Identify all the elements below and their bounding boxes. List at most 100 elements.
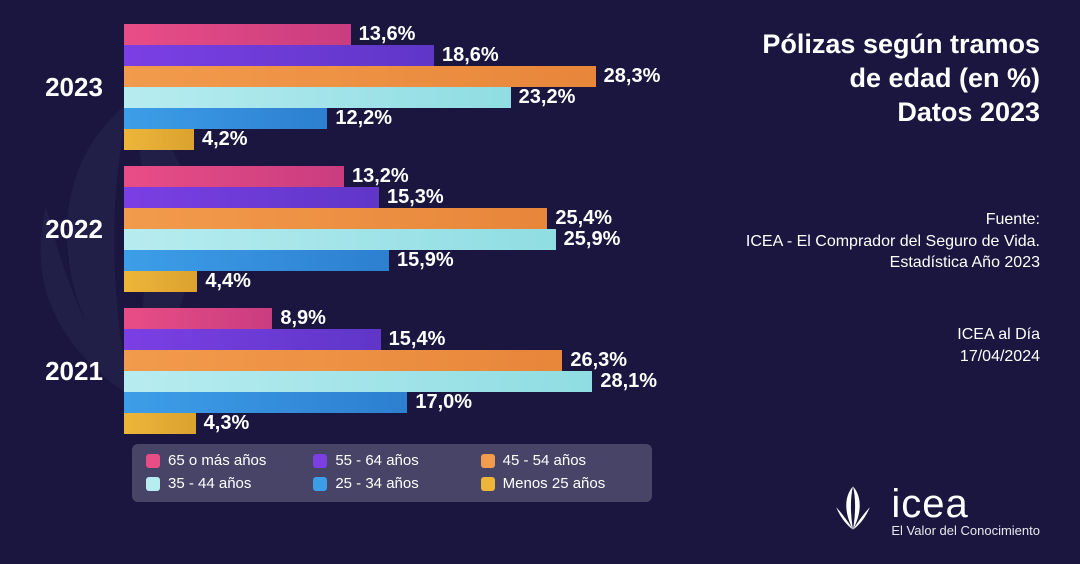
bar [124, 87, 511, 108]
logo-tagline: El Valor del Conocimiento [891, 524, 1040, 537]
title-line-2: de edad (en %) [762, 62, 1040, 96]
value-label: 26,3% [570, 349, 627, 372]
legend-label: 55 - 64 años [335, 452, 418, 469]
bar-row: 17,0% [124, 392, 680, 413]
value-label: 25,4% [555, 207, 612, 230]
bar [124, 413, 196, 434]
publication-block: ICEA al Día 17/04/2024 [957, 324, 1040, 367]
bar-row: 28,3% [124, 66, 680, 87]
value-label: 13,2% [352, 165, 409, 188]
bar [124, 66, 596, 87]
source-line-1: Fuente: [746, 209, 1040, 231]
year-label: 2023 [32, 72, 124, 103]
bar [124, 308, 272, 329]
bar-row: 12,2% [124, 108, 680, 129]
legend-item: 65 o más años [146, 452, 303, 469]
bar [124, 250, 389, 271]
brand-logo: icea El Valor del Conocimiento [825, 482, 1040, 538]
source-line-3: Estadística Año 2023 [746, 252, 1040, 274]
bar-stack: 13,2%15,3% 25,4%25,9% 15,9% 4,4% [124, 166, 680, 292]
legend-item: 45 - 54 años [481, 452, 638, 469]
legend-item: 25 - 34 años [313, 475, 470, 492]
value-label: 4,3% [204, 412, 250, 435]
bar [124, 166, 344, 187]
value-label: 25,9% [564, 228, 621, 251]
title-line-3: Datos 2023 [762, 96, 1040, 130]
leaf-icon [825, 482, 881, 538]
value-label: 15,9% [397, 249, 454, 272]
bar [124, 129, 194, 150]
legend-swatch [481, 477, 495, 491]
value-label: 13,6% [359, 23, 416, 46]
value-label: 28,3% [604, 65, 661, 88]
logo-text: icea El Valor del Conocimiento [891, 484, 1040, 537]
year-group: 2022 13,2%15,3% 25,4%25,9% 15,9% 4,4% [32, 166, 680, 292]
value-label: 23,2% [519, 86, 576, 109]
bar-row: 13,6% [124, 24, 680, 45]
value-label: 15,3% [387, 186, 444, 209]
bar-row: 25,4% [124, 208, 680, 229]
bar [124, 350, 562, 371]
bar-row: 23,2% [124, 87, 680, 108]
bar-row: 25,9% [124, 229, 680, 250]
legend-item: 35 - 44 años [146, 475, 303, 492]
legend-swatch [313, 477, 327, 491]
value-label: 17,0% [415, 391, 472, 414]
legend-label: 35 - 44 años [168, 475, 251, 492]
legend-label: 45 - 54 años [503, 452, 586, 469]
value-label: 12,2% [335, 107, 392, 130]
value-label: 4,4% [205, 270, 251, 293]
bar [124, 108, 327, 129]
year-label: 2022 [32, 214, 124, 245]
infographic-root: 202313,6%18,6%28,3%23,2%12,2%4,2%202213,… [0, 0, 1080, 564]
bar-row: 4,4% [124, 271, 680, 292]
bar [124, 329, 381, 350]
chart-groups: 202313,6%18,6%28,3%23,2%12,2%4,2%202213,… [32, 24, 680, 434]
bar [124, 271, 197, 292]
legend-label: 65 o más años [168, 452, 266, 469]
bar-row: 8,9% [124, 308, 680, 329]
logo-brand: icea [891, 484, 1040, 524]
side-panel: Pólizas según tramos de edad (en %) Dato… [680, 0, 1080, 564]
publication-line-1: ICEA al Día [957, 324, 1040, 346]
legend-item: Menos 25 años [481, 475, 638, 492]
legend-swatch [313, 454, 327, 468]
value-label: 15,4% [389, 328, 446, 351]
legend-swatch [146, 454, 160, 468]
bar-stack: 13,6% 18,6% 28,3% 23,2% 12,2% 4,2% [124, 24, 680, 150]
title-line-1: Pólizas según tramos [762, 28, 1040, 62]
bar-row: 28,1% [124, 371, 680, 392]
legend-item: 55 - 64 años [313, 452, 470, 469]
bar [124, 371, 592, 392]
bar [124, 392, 407, 413]
bar-row: 13,2% [124, 166, 680, 187]
bar [124, 45, 434, 66]
value-label: 4,2% [202, 128, 248, 151]
bar-row: 18,6% [124, 45, 680, 66]
bar [124, 229, 556, 250]
year-group: 2021 8,9% 15,4% 26,3%28,1% 17,0% 4,3% [32, 308, 680, 434]
source-line-2: ICEA - El Comprador del Seguro de Vida. [746, 231, 1040, 253]
bar-row: 26,3% [124, 350, 680, 371]
source-block: Fuente: ICEA - El Comprador del Seguro d… [746, 209, 1040, 274]
legend-swatch [481, 454, 495, 468]
bar-row: 15,3% [124, 187, 680, 208]
legend-label: 25 - 34 años [335, 475, 418, 492]
year-label: 2021 [32, 356, 124, 387]
bar-row: 15,4% [124, 329, 680, 350]
publication-line-2: 17/04/2024 [957, 346, 1040, 368]
bar-row: 4,2% [124, 129, 680, 150]
bar [124, 208, 547, 229]
value-label: 8,9% [280, 307, 326, 330]
legend-swatch [146, 477, 160, 491]
legend-label: Menos 25 años [503, 475, 606, 492]
bar-stack: 8,9% 15,4% 26,3%28,1% 17,0% 4,3% [124, 308, 680, 434]
value-label: 28,1% [600, 370, 657, 393]
bar-row: 15,9% [124, 250, 680, 271]
legend: 65 o más años 55 - 64 años 45 - 54 años 35 … [132, 444, 652, 502]
chart-title: Pólizas según tramos de edad (en %) Dato… [762, 28, 1040, 129]
year-group: 2023 13,6% 18,6% 28,3% 23,2% 12,2% 4,2% [32, 24, 680, 150]
bar-row: 4,3% [124, 413, 680, 434]
value-label: 18,6% [442, 44, 499, 67]
bar [124, 187, 379, 208]
